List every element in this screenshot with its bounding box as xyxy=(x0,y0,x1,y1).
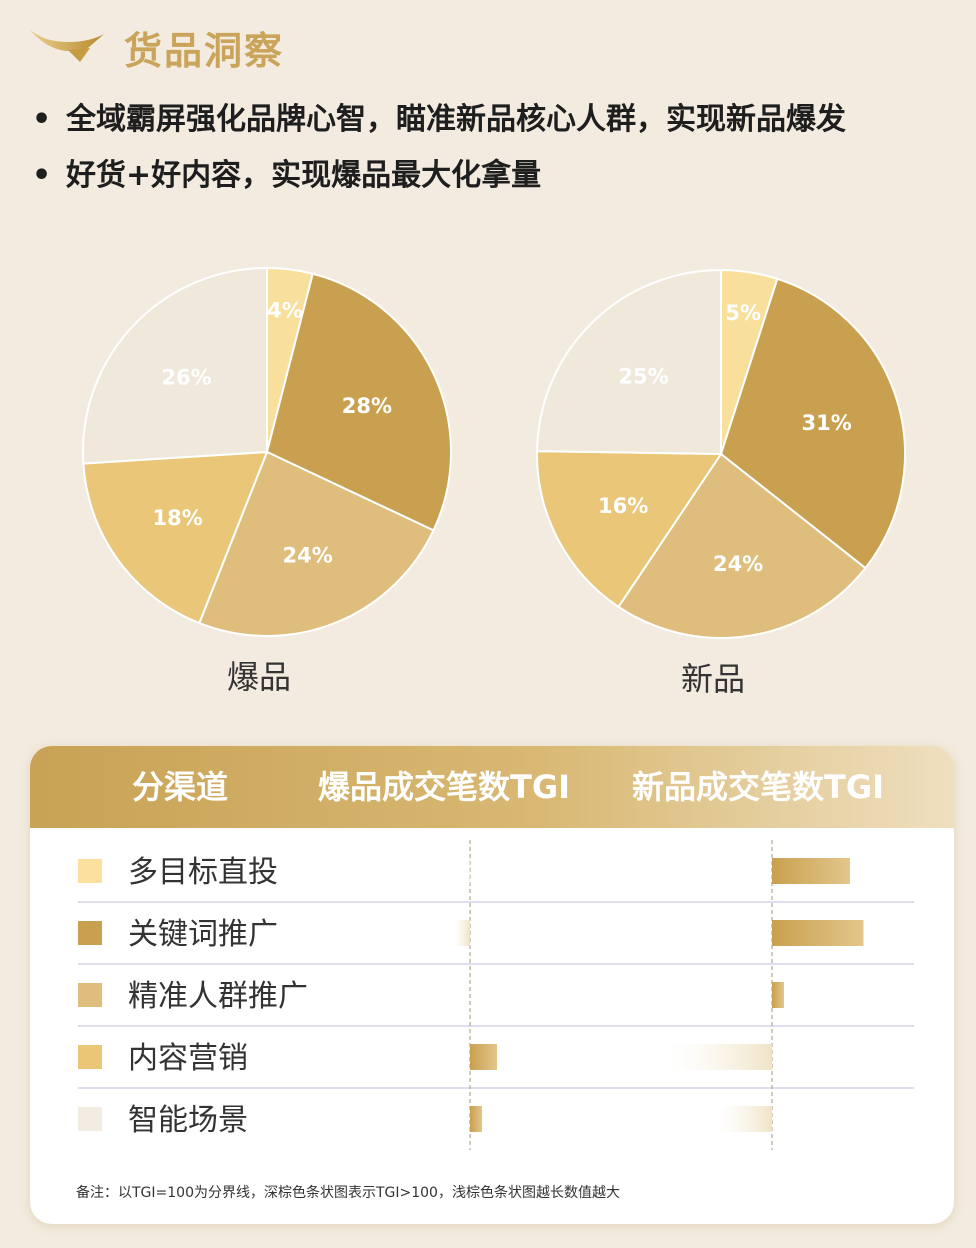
pie-slice xyxy=(82,450,269,625)
tgi-bar xyxy=(772,920,864,946)
channel-label: 关键词推广 xyxy=(128,917,278,952)
bullet-text: 全域霸屏强化品牌心智，瞄准新品核心人群，实现新品爆发 xyxy=(66,102,846,137)
bullet-item: • 全域霸屏强化品牌心智，瞄准新品核心人群，实现新品爆发 xyxy=(32,102,846,137)
slice-label: 16% xyxy=(598,494,648,518)
pie-slice xyxy=(617,452,867,639)
header-hot-tgi: 爆品成交笔数TGI xyxy=(318,768,571,806)
slice-label: 26% xyxy=(161,365,211,389)
pie-slice xyxy=(719,277,906,570)
logo-icon xyxy=(30,30,104,62)
slice-label: 31% xyxy=(801,411,851,435)
bullet-list: • 全域霸屏强化品牌心智，瞄准新品核心人群，实现新品爆发 • 好货+好内容，实现爆品… xyxy=(32,92,846,204)
channel-label: 内容营销 xyxy=(128,1041,248,1076)
pie-title: 新品 xyxy=(681,660,745,698)
page-title: 货品洞察 xyxy=(124,29,285,73)
channel-label: 精准人群推广 xyxy=(128,979,308,1014)
slice-label: 25% xyxy=(618,364,668,388)
legend-swatch xyxy=(78,1045,102,1069)
legend-swatch xyxy=(78,921,102,945)
header-new-tgi: 新品成交笔数TGI xyxy=(632,768,885,806)
tgi-bar xyxy=(772,982,784,1008)
slice-label: 24% xyxy=(283,544,333,568)
legend-swatch xyxy=(78,859,102,883)
channel-tgi-panel: 分渠道 爆品成交笔数TGI 新品成交笔数TGI 多目标直投关键词推广精准人群推广… xyxy=(30,746,954,1224)
pie-slice xyxy=(536,268,722,456)
pie-chart-new: 5% 31% 24% 16% 25% 新品 xyxy=(536,268,906,698)
bullet-text: 好货+好内容，实现爆品最大化拿量 xyxy=(66,158,542,193)
pie-title: 爆品 xyxy=(227,658,291,696)
pie-slice xyxy=(197,450,435,637)
legend-swatch xyxy=(78,1107,102,1131)
table-header: 分渠道 爆品成交笔数TGI 新品成交笔数TGI xyxy=(30,746,954,828)
channel-label: 智能场景 xyxy=(128,1103,248,1138)
tgi-bar xyxy=(470,1106,482,1132)
legend-swatch xyxy=(78,983,102,1007)
pie-slice xyxy=(265,272,452,532)
tgi-bar xyxy=(716,1106,772,1132)
slice-label: 5% xyxy=(725,301,761,325)
header-channel: 分渠道 xyxy=(132,768,229,806)
slice-label: 18% xyxy=(153,506,203,530)
tgi-bar xyxy=(468,858,470,884)
pie-charts: 4% 28% 24% 18% 26% 爆品 5% 31% 24% 16% 25% 新品 xyxy=(82,266,906,698)
tgi-bar xyxy=(668,1044,772,1070)
slice-label: 28% xyxy=(342,394,392,418)
pie-chart-hot: 4% 28% 24% 18% 26% 爆品 xyxy=(82,266,452,696)
footnote: 备注：以TGI=100为分界线，深棕色条状图表示TGI>100，浅棕色条状图越长… xyxy=(76,1185,620,1201)
channel-label: 多目标直投 xyxy=(128,855,278,890)
pie-slice xyxy=(82,266,268,465)
tgi-bar xyxy=(772,858,850,884)
slice-label: 4% xyxy=(267,299,303,323)
bullet-item: • 好货+好内容，实现爆品最大化拿量 xyxy=(32,158,542,193)
pie-slice xyxy=(536,450,723,609)
tgi-bar xyxy=(453,920,470,946)
slice-label: 24% xyxy=(713,552,763,576)
tgi-bar xyxy=(470,1044,497,1070)
